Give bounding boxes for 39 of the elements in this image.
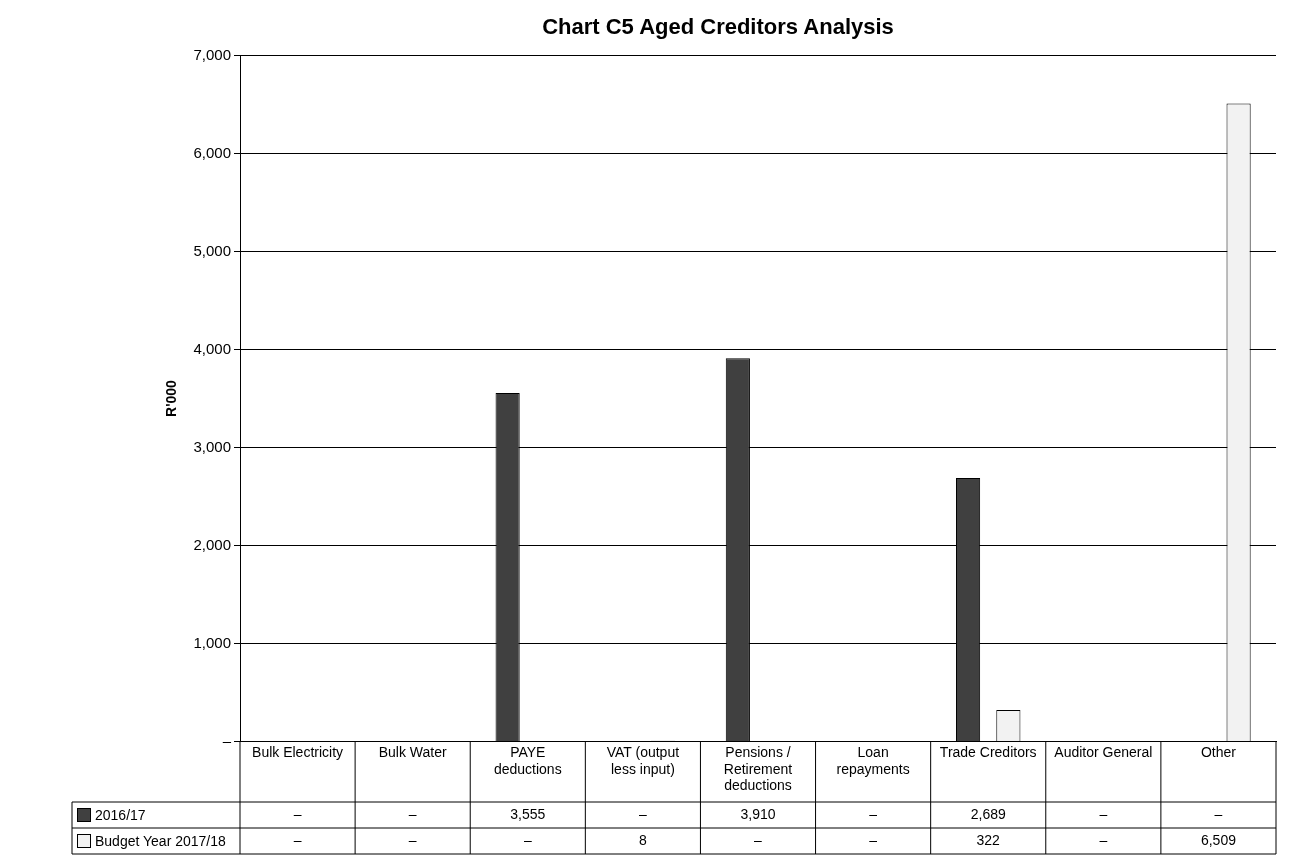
data-label: – bbox=[408, 805, 417, 822]
y-tick-label: 6,000 bbox=[193, 143, 231, 161]
data-label: – bbox=[1099, 805, 1108, 822]
legend-label: Budget Year 2017/18 bbox=[95, 833, 226, 849]
data-label: – bbox=[523, 831, 532, 848]
data-label: – bbox=[293, 831, 302, 848]
x-tick-label: PAYE deductions bbox=[493, 743, 562, 777]
data-label: – bbox=[1214, 805, 1223, 822]
x-tick-label: Bulk Electricity bbox=[252, 743, 344, 760]
data-label: – bbox=[869, 831, 878, 848]
data-label: – bbox=[754, 831, 763, 848]
data-label: 6,509 bbox=[1200, 831, 1237, 848]
x-tick-label: VAT (output less input) bbox=[606, 743, 680, 777]
data-label: 3,910 bbox=[740, 805, 776, 822]
y-tick-label: 5,000 bbox=[193, 241, 231, 259]
y-tick-label: – bbox=[222, 731, 232, 749]
y-axis-title: R'000 bbox=[163, 379, 180, 417]
x-tick-label: Trade Creditors bbox=[939, 743, 1037, 760]
data-label: – bbox=[408, 831, 417, 848]
data-label: 8 bbox=[638, 831, 647, 848]
data-label: 322 bbox=[976, 831, 1001, 848]
data-label: – bbox=[293, 805, 302, 822]
data-label: – bbox=[869, 805, 878, 822]
y-tick-label: 7,000 bbox=[193, 45, 231, 63]
y-tick-label: 3,000 bbox=[193, 437, 231, 455]
y-tick-label: 4,000 bbox=[193, 339, 231, 357]
x-tick-label: Other bbox=[1200, 743, 1237, 760]
chart-title: Chart C5 Aged Creditors Analysis bbox=[542, 14, 894, 40]
data-label: 2,689 bbox=[970, 805, 1006, 822]
data-label: – bbox=[638, 805, 647, 822]
y-tick-label: 1,000 bbox=[193, 633, 231, 651]
x-tick-label: Bulk Water bbox=[378, 743, 447, 760]
legend-label: 2016/17 bbox=[95, 807, 146, 823]
x-tick-label: Loan repayments bbox=[836, 743, 910, 777]
x-tick-label: Pensions / Retirement deductions bbox=[723, 743, 793, 794]
y-tick-label: 2,000 bbox=[193, 535, 231, 553]
x-tick-label: Auditor General bbox=[1054, 743, 1153, 760]
data-label: 3,555 bbox=[510, 805, 546, 822]
data-label: – bbox=[1099, 831, 1108, 848]
